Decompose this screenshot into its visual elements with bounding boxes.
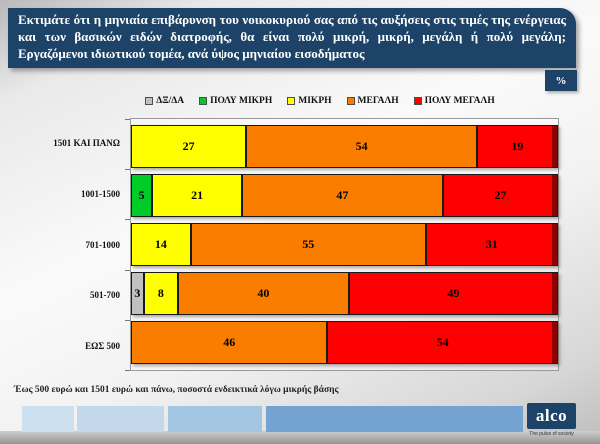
bar-row-2: 5 21 47 27 bbox=[131, 174, 558, 217]
bar-segment: 14 bbox=[131, 223, 191, 266]
y-axis-label: 701-1000 bbox=[85, 239, 121, 250]
axis-tick bbox=[125, 269, 130, 271]
axis-tick bbox=[125, 169, 130, 171]
axis-tick bbox=[125, 319, 130, 321]
decorative-block bbox=[168, 406, 262, 432]
plot-area: 27 54 19 5 21 47 27 14 55 31 3 8 40 49 46 54 bbox=[125, 118, 559, 371]
bar-segment: 3 bbox=[131, 272, 144, 315]
bar-segment: 47 bbox=[242, 174, 443, 217]
bar-segment: 55 bbox=[190, 223, 426, 266]
decorative-block bbox=[22, 406, 74, 432]
decorative-block bbox=[266, 406, 523, 432]
legend-swatch-icon bbox=[145, 97, 154, 105]
y-axis-labels: 1501 ΚΑΙ ΠΑΝΩ 1001-1500 701-1000 501-700 ΕΩΣ… bbox=[0, 118, 124, 371]
alco-tagline: The pulse of society bbox=[529, 431, 574, 437]
bar-segment: 8 bbox=[143, 272, 178, 315]
percent-badge: % bbox=[545, 70, 577, 91]
axis-tick bbox=[125, 370, 130, 371]
y-axis-label: 1501 ΚΑΙ ΠΑΝΩ bbox=[53, 138, 120, 149]
y-axis-label: ΕΩΣ 500 bbox=[85, 340, 120, 351]
bar-3d-edge bbox=[552, 174, 558, 217]
legend-label: ΠΟΛΥ ΜΕΓΑΛΗ bbox=[424, 96, 495, 106]
bar-segment: 40 bbox=[177, 272, 349, 315]
legend-label: ΜΙΚΡΗ bbox=[298, 96, 332, 106]
legend-item-4: ΠΟΛΥ ΜΕΓΑΛΗ bbox=[413, 96, 495, 106]
bar-segment: 54 bbox=[246, 125, 477, 168]
legend-swatch-icon bbox=[413, 97, 422, 105]
bar-row-4: 3 8 40 49 bbox=[131, 272, 558, 315]
legend-swatch-icon bbox=[199, 97, 208, 105]
legend-swatch-icon bbox=[287, 97, 296, 105]
bar-3d-edge bbox=[552, 223, 558, 266]
y-axis-label: 501-700 bbox=[90, 290, 120, 301]
legend-item-0: ΔΞ/ΔΑ bbox=[145, 96, 184, 106]
bar-3d-edge bbox=[552, 272, 558, 315]
legend-label: ΔΞ/ΔΑ bbox=[156, 96, 185, 106]
bar-segment: 27 bbox=[442, 174, 558, 217]
bar-segment: 21 bbox=[152, 174, 242, 217]
bar-segment: 31 bbox=[425, 223, 558, 266]
bar-segment: 19 bbox=[476, 125, 558, 168]
legend-item-2: ΜΙΚΡΗ bbox=[287, 96, 332, 106]
legend-swatch-icon bbox=[346, 97, 355, 105]
bar-3d-edge bbox=[552, 321, 558, 364]
decorative-block bbox=[77, 406, 164, 432]
axis-tick bbox=[125, 219, 130, 221]
bar-3d-edge bbox=[552, 125, 558, 168]
bar-segment: 49 bbox=[348, 272, 558, 315]
bar-segment: 27 bbox=[131, 125, 247, 168]
legend: ΔΞ/ΔΑ ΠΟΛΥ ΜΙΚΡΗ ΜΙΚΡΗ ΜΕΓΑΛΗ ΠΟΛΥ ΜΕΓΑΛΗ bbox=[40, 93, 600, 109]
alco-logo: alco bbox=[527, 403, 576, 429]
legend-item-1: ΠΟΛΥ ΜΙΚΡΗ bbox=[199, 96, 272, 106]
bar-segment: 46 bbox=[131, 321, 328, 364]
y-axis-label: 1001-1500 bbox=[81, 188, 120, 199]
legend-label: ΜΕΓΑΛΗ bbox=[357, 96, 399, 106]
footer-band bbox=[0, 431, 600, 444]
footnote: Έως 500 ευρώ και 1501 ευρώ και πάνω, ποσ… bbox=[14, 385, 339, 395]
bar-row-1: 27 54 19 bbox=[131, 125, 558, 168]
bar-row-5: 46 54 bbox=[131, 321, 558, 364]
legend-item-3: ΜΕΓΑΛΗ bbox=[346, 96, 399, 106]
legend-label: ΠΟΛΥ ΜΙΚΡΗ bbox=[210, 96, 273, 106]
bar-segment: 54 bbox=[327, 321, 558, 364]
question-title: Εκτιμάτε ότι η μηνιαία επιβάρυνση του νο… bbox=[8, 8, 576, 68]
axis-tick bbox=[125, 119, 130, 120]
bar-row-3: 14 55 31 bbox=[131, 223, 558, 266]
bar-segment: 5 bbox=[131, 174, 153, 217]
